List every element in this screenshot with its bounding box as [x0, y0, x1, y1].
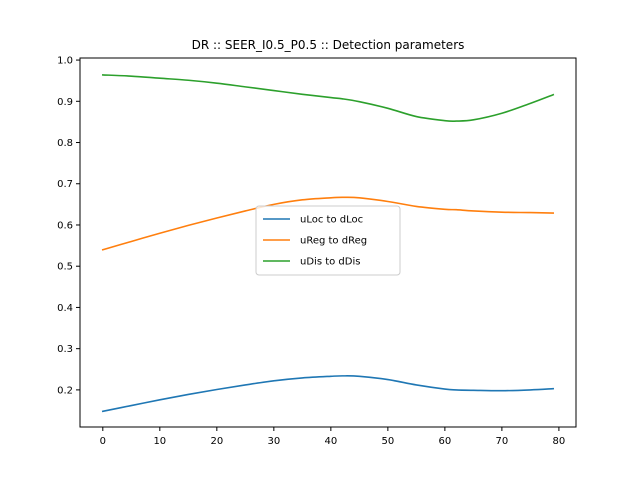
legend-label: uLoc to dLoc — [300, 215, 363, 226]
y-tick-label: 0.3 — [57, 344, 73, 355]
x-tick-label: 60 — [439, 436, 452, 447]
series-line-3 — [101, 74, 555, 123]
plot-frame — [79, 57, 577, 428]
legend-box — [255, 205, 401, 276]
y-tick-label: 0.6 — [57, 220, 73, 231]
legend: uLoc to dLoc uReg to dReg uDis to dDis — [255, 205, 401, 276]
series-line-1 — [101, 375, 555, 413]
y-tick-label: 1.0 — [57, 56, 73, 67]
chart-title: DR :: SEER_I0.5_P0.5 :: Detection parame… — [192, 38, 465, 52]
series-lines — [101, 74, 555, 413]
y-tick-label: 0.7 — [57, 179, 73, 190]
x-tick-label: 70 — [496, 436, 509, 447]
x-tick-label: 40 — [324, 436, 337, 447]
x-tick-label: 20 — [210, 436, 223, 447]
x-tick-label: 80 — [553, 436, 566, 447]
y-tick-label: 0.5 — [57, 262, 73, 273]
x-axis: 0 10 20 30 40 50 60 70 80 — [100, 427, 566, 447]
x-tick-label: 50 — [381, 436, 394, 447]
x-tick-label: 10 — [153, 436, 166, 447]
y-tick-label: 0.2 — [57, 385, 73, 396]
legend-label: uDis to dDis — [300, 257, 360, 268]
series-line-2 — [101, 196, 555, 251]
y-tick-label: 0.8 — [57, 138, 73, 149]
y-tick-label: 0.4 — [57, 303, 73, 314]
y-tick-label: 0.9 — [57, 97, 73, 108]
x-tick-label: 30 — [267, 436, 280, 447]
y-axis: 0.2 0.3 0.4 0.5 0.6 0.7 0.8 0.9 1.0 — [57, 56, 80, 396]
legend-label: uReg to dReg — [300, 236, 367, 247]
x-tick-label: 0 — [100, 436, 106, 447]
